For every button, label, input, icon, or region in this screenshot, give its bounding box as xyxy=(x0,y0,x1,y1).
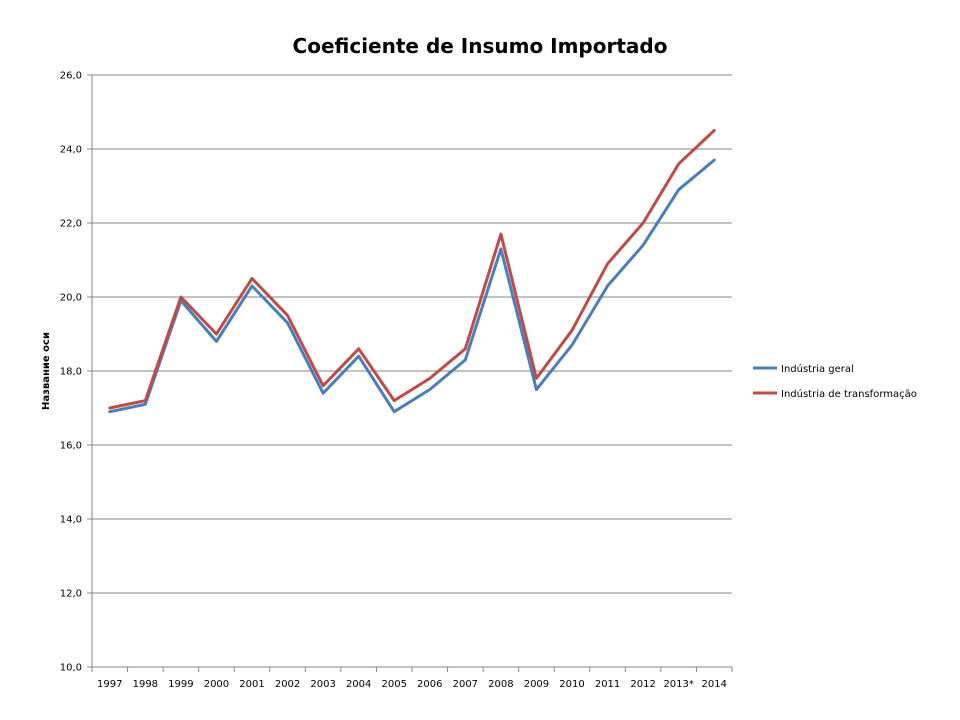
x-tick-label: 2003 xyxy=(310,679,335,690)
x-tick-label: 1999 xyxy=(168,679,193,690)
x-tick-label: 2011 xyxy=(595,679,620,690)
series-line-2 xyxy=(108,129,716,410)
y-tick-label: 22,0 xyxy=(60,219,82,230)
legend-label: Indústria geral xyxy=(781,363,854,375)
y-tick-label: 20,0 xyxy=(60,293,82,304)
x-tick-labels: 1997 1998 1999 2000 2001 2002 2003 2004 2005 2006… xyxy=(97,679,727,690)
x-tick-label: 2006 xyxy=(417,679,442,690)
series-line-1 xyxy=(108,158,716,414)
x-tick-label: 2014 xyxy=(701,679,726,690)
series-lines xyxy=(108,129,716,414)
legend: Indústria geral Indústria de transformaçã… xyxy=(753,363,917,400)
y-tick-label: 12,0 xyxy=(60,589,82,600)
y-tick-label: 18,0 xyxy=(60,367,82,378)
x-tick-label: 2002 xyxy=(275,679,300,690)
x-tick-label: 2007 xyxy=(453,679,478,690)
y-tick-label: 10,0 xyxy=(60,663,82,674)
chart-title: Coeficiente de Insumo Importado xyxy=(293,34,668,58)
gridlines xyxy=(92,74,732,594)
x-tick-label: 2012 xyxy=(630,679,655,690)
y-tick-label: 14,0 xyxy=(60,515,82,526)
x-tick-label: 2008 xyxy=(488,679,513,690)
y-tick-label: 26,0 xyxy=(60,71,82,82)
x-tick-label: 2000 xyxy=(204,679,229,690)
x-tick-label: 1998 xyxy=(133,679,158,690)
x-tick-label: 2010 xyxy=(559,679,584,690)
y-tick-labels: 10,0 12,0 14,0 16,0 18,0 20,0 22,0 24,0 26,0 xyxy=(60,71,82,674)
axes xyxy=(87,74,733,672)
x-tick-label: 2005 xyxy=(381,679,406,690)
x-tick-label: 1997 xyxy=(97,679,122,690)
x-tick-label: 2004 xyxy=(346,679,371,690)
x-tick-label: 2001 xyxy=(239,679,264,690)
y-tick-label: 24,0 xyxy=(60,145,82,156)
legend-label: Indústria de transformação xyxy=(781,388,917,400)
x-tick-label: 2013* xyxy=(663,679,693,690)
y-tick-label: 16,0 xyxy=(60,441,82,452)
x-tick-label: 2009 xyxy=(524,679,549,690)
y-axis-title: Название оси xyxy=(41,332,52,410)
